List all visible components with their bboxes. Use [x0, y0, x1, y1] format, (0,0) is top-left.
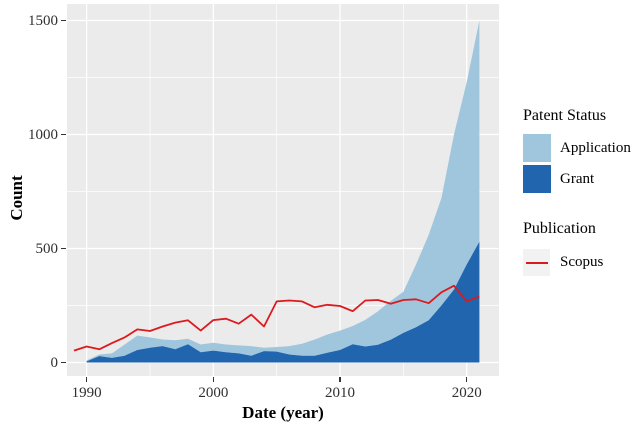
chart-panel — [67, 4, 499, 376]
y-tick-mark — [61, 247, 66, 250]
grant-area — [86, 241, 480, 363]
x-tick-label: 2020 — [451, 385, 482, 401]
x-tick-mark — [339, 377, 341, 382]
legend-title-patent-status: Patent Status — [523, 107, 607, 124]
application-swatch-icon — [523, 134, 551, 162]
y-tick-label: 0 — [50, 354, 59, 371]
x-tick-mark — [212, 377, 215, 382]
y-axis-title: Count — [7, 175, 26, 221]
legend: Patent Status Application Grant Publicat… — [523, 0, 640, 276]
x-tick-label: 1990 — [71, 385, 102, 401]
scopus-line — [73, 284, 480, 352]
x-axis-title: Date (year) — [242, 403, 324, 422]
legend-title-publication: Publication — [523, 220, 596, 237]
scopus-line-icon — [525, 261, 548, 264]
legend-label-scopus: Scopus — [560, 254, 604, 270]
y-tick-label: 500 — [35, 240, 59, 257]
x-tick-mark — [465, 377, 468, 382]
legend-item-application: Application — [523, 134, 640, 162]
y-tick-mark — [61, 133, 66, 136]
y-tick-label: 1500 — [28, 12, 58, 29]
scopus-key-icon — [523, 249, 550, 276]
x-tick-mark — [85, 377, 88, 382]
x-tick-label: 2000 — [198, 385, 229, 401]
legend-label-application: Application — [560, 139, 631, 156]
legend-item-grant: Grant — [523, 165, 640, 193]
chart-canvas — [67, 4, 499, 376]
y-tick-mark — [61, 361, 66, 364]
x-tick-label: 2010 — [325, 385, 355, 401]
legend-label-grant: Grant — [560, 170, 595, 187]
y-tick-label: 1000 — [28, 126, 58, 143]
y-tick-mark — [61, 19, 66, 22]
legend-item-scopus: Scopus — [523, 249, 640, 276]
application-area — [86, 20, 480, 362]
grant-swatch-icon — [523, 165, 551, 193]
